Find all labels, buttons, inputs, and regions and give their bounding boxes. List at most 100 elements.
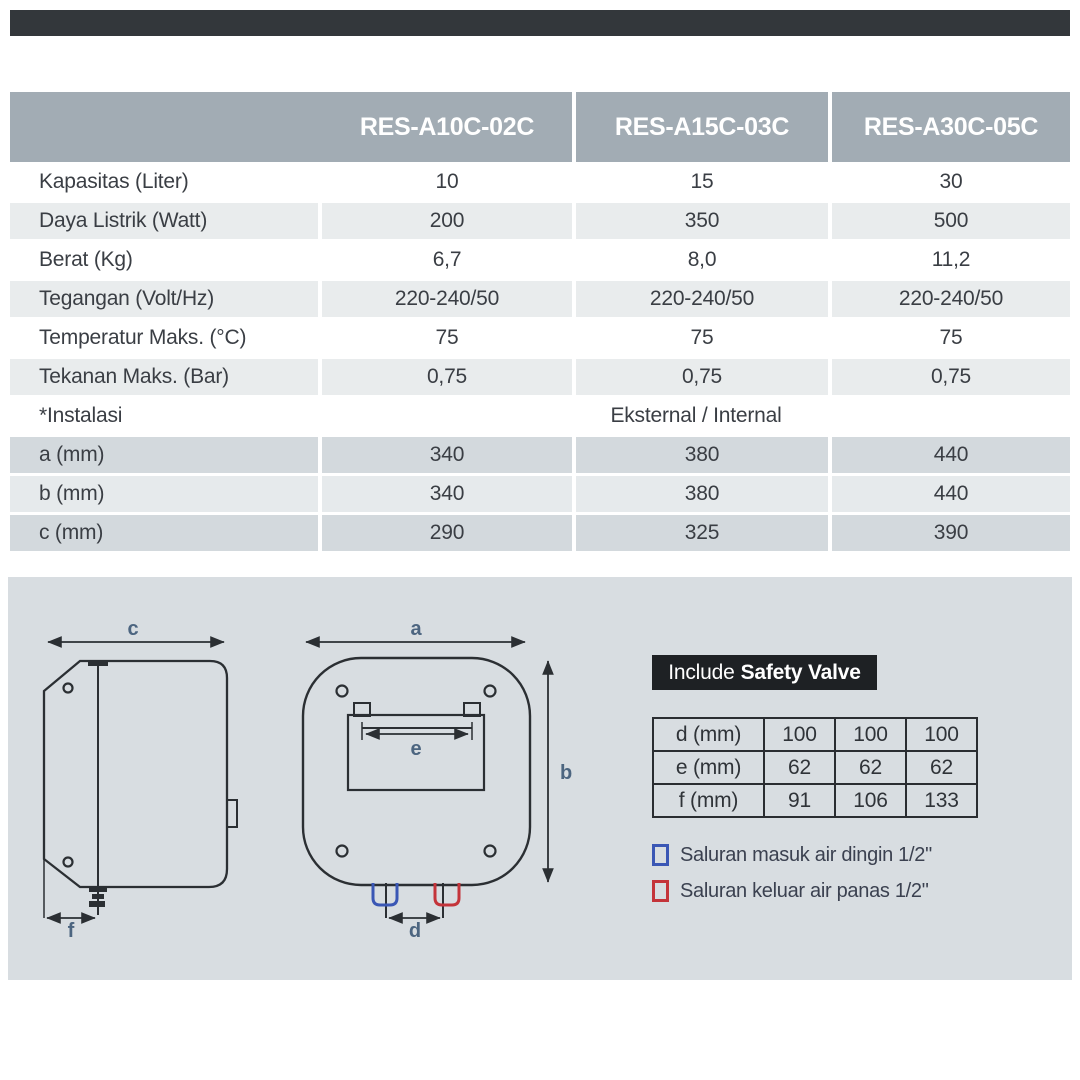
dim-label-b: b <box>560 762 572 784</box>
cable-gland-tab <box>226 799 238 828</box>
legend-text: Saluran keluar air panas 1/2" <box>680 879 929 902</box>
row-merged-value: Eksternal / Internal <box>322 398 1070 434</box>
spec-table: RES-A10C-02C RES-A15C-03C RES-A30C-05C K… <box>10 92 1070 554</box>
row-value: 380 <box>576 476 828 512</box>
row-label: Daya Listrik (Watt) <box>10 203 318 239</box>
row-value: 0,75 <box>576 359 828 395</box>
table-row: Tegangan (Volt/Hz) 220-240/50 220-240/50… <box>10 281 1070 317</box>
row-label: Tekanan Maks. (Bar) <box>10 359 318 395</box>
model-name: RES-A15C-03C <box>614 112 790 141</box>
dim-row-label: e (mm) <box>652 750 765 785</box>
row-label: Temperatur Maks. (°C) <box>10 320 318 356</box>
row-label: c (mm) <box>10 515 318 551</box>
dim-label-e: e <box>410 738 421 760</box>
row-value: 8,0 <box>576 242 828 278</box>
dim-value: 62 <box>763 750 836 785</box>
row-label: Berat (Kg) <box>10 242 318 278</box>
row-value: 75 <box>576 320 828 356</box>
hot-outlet-swatch-icon <box>652 880 669 902</box>
row-value: 10 <box>322 164 572 200</box>
cold-inlet-swatch-icon <box>652 844 669 866</box>
row-value: 290 <box>322 515 572 551</box>
dim-value: 91 <box>763 783 836 818</box>
row-value: 340 <box>322 476 572 512</box>
dim-value: 100 <box>905 717 978 752</box>
screw-hole <box>483 844 497 858</box>
drain-valve <box>89 901 105 907</box>
legend-text: Saluran masuk air dingin 1/2" <box>680 843 932 866</box>
spec-table-header: RES-A10C-02C RES-A15C-03C RES-A30C-05C <box>10 92 1070 162</box>
dim-value: 62 <box>834 750 907 785</box>
heater-front-outline <box>301 656 532 887</box>
screw-hole <box>62 682 74 694</box>
row-value: 6,7 <box>322 242 572 278</box>
badge-bold-text: Safety Valve <box>740 660 861 684</box>
row-label: Kapasitas (Liter) <box>10 164 318 200</box>
safety-valve-badge: Include Safety Valve <box>652 655 877 690</box>
row-value: 390 <box>832 515 1070 551</box>
row-value: 15 <box>576 164 828 200</box>
screw-hole <box>483 684 497 698</box>
model-name: RES-A30C-05C <box>863 112 1039 141</box>
row-label: a (mm) <box>10 437 318 473</box>
junction-box <box>346 713 486 792</box>
table-row: b (mm) 340 380 440 <box>10 476 1070 512</box>
dim-value: 106 <box>834 783 907 818</box>
dim-value: 133 <box>905 783 978 818</box>
table-row: Tekanan Maks. (Bar) 0,75 0,75 0,75 <box>10 359 1070 395</box>
row-value: 200 <box>322 203 572 239</box>
row-value: 75 <box>322 320 572 356</box>
row-value: 30 <box>832 164 1070 200</box>
row-value: 340 <box>322 437 572 473</box>
row-value: 0,75 <box>322 359 572 395</box>
table-row: a (mm) 340 380 440 <box>10 437 1070 473</box>
screw-hole <box>62 856 74 868</box>
row-label: Tegangan (Volt/Hz) <box>10 281 318 317</box>
front-view-diagram: a e d <box>301 618 572 942</box>
row-value: 440 <box>832 437 1070 473</box>
table-row: Berat (Kg) 6,7 8,0 11,2 <box>10 242 1070 278</box>
column-header-model-3: RES-A30C-05C <box>832 92 1070 162</box>
legend-cold-inlet: Saluran masuk air dingin 1/2" <box>652 843 932 867</box>
row-label: b (mm) <box>10 476 318 512</box>
side-view-diagram: c f <box>42 618 238 942</box>
dim-label-f: f <box>68 920 75 942</box>
row-label: *Instalasi <box>10 398 318 434</box>
row-value: 440 <box>832 476 1070 512</box>
table-row: d (mm) 100 100 100 <box>652 717 978 752</box>
dim-label-a: a <box>410 618 422 640</box>
table-row: Temperatur Maks. (°C) 75 75 75 <box>10 320 1070 356</box>
column-header-model-2: RES-A15C-03C <box>576 92 828 162</box>
column-header-model-1: RES-A10C-02C <box>10 92 572 162</box>
table-row: f (mm) 91 106 133 <box>652 783 978 818</box>
row-value: 325 <box>576 515 828 551</box>
row-value: 0,75 <box>832 359 1070 395</box>
row-value: 220-240/50 <box>832 281 1070 317</box>
diagram-panel: c f a <box>8 577 1072 980</box>
heater-side-outline <box>42 659 229 889</box>
cold-inlet-stub <box>371 883 399 907</box>
screw-hole <box>335 684 349 698</box>
table-row: Daya Listrik (Watt) 200 350 500 <box>10 203 1070 239</box>
row-value: 220-240/50 <box>322 281 572 317</box>
table-row: e (mm) 62 62 62 <box>652 750 978 785</box>
dim-label-c: c <box>127 618 138 640</box>
dim-row-label: f (mm) <box>652 783 765 818</box>
hot-outlet-stub <box>433 883 461 907</box>
row-value: 380 <box>576 437 828 473</box>
drain-valve <box>92 894 104 899</box>
dim-label-d: d <box>409 920 421 942</box>
drain-valve <box>89 886 107 892</box>
screw-hole <box>335 844 349 858</box>
row-value: 75 <box>832 320 1070 356</box>
dim-row-label: d (mm) <box>652 717 765 752</box>
dimension-diagrams: c f a <box>42 618 572 942</box>
badge-prefix: Include <box>668 660 735 684</box>
table-row: Kapasitas (Liter) 10 15 30 <box>10 164 1070 200</box>
row-value: 350 <box>576 203 828 239</box>
top-accent-bar <box>10 10 1070 36</box>
dim-value: 100 <box>834 717 907 752</box>
table-row: c (mm) 290 325 390 <box>10 515 1070 551</box>
row-value: 500 <box>832 203 1070 239</box>
